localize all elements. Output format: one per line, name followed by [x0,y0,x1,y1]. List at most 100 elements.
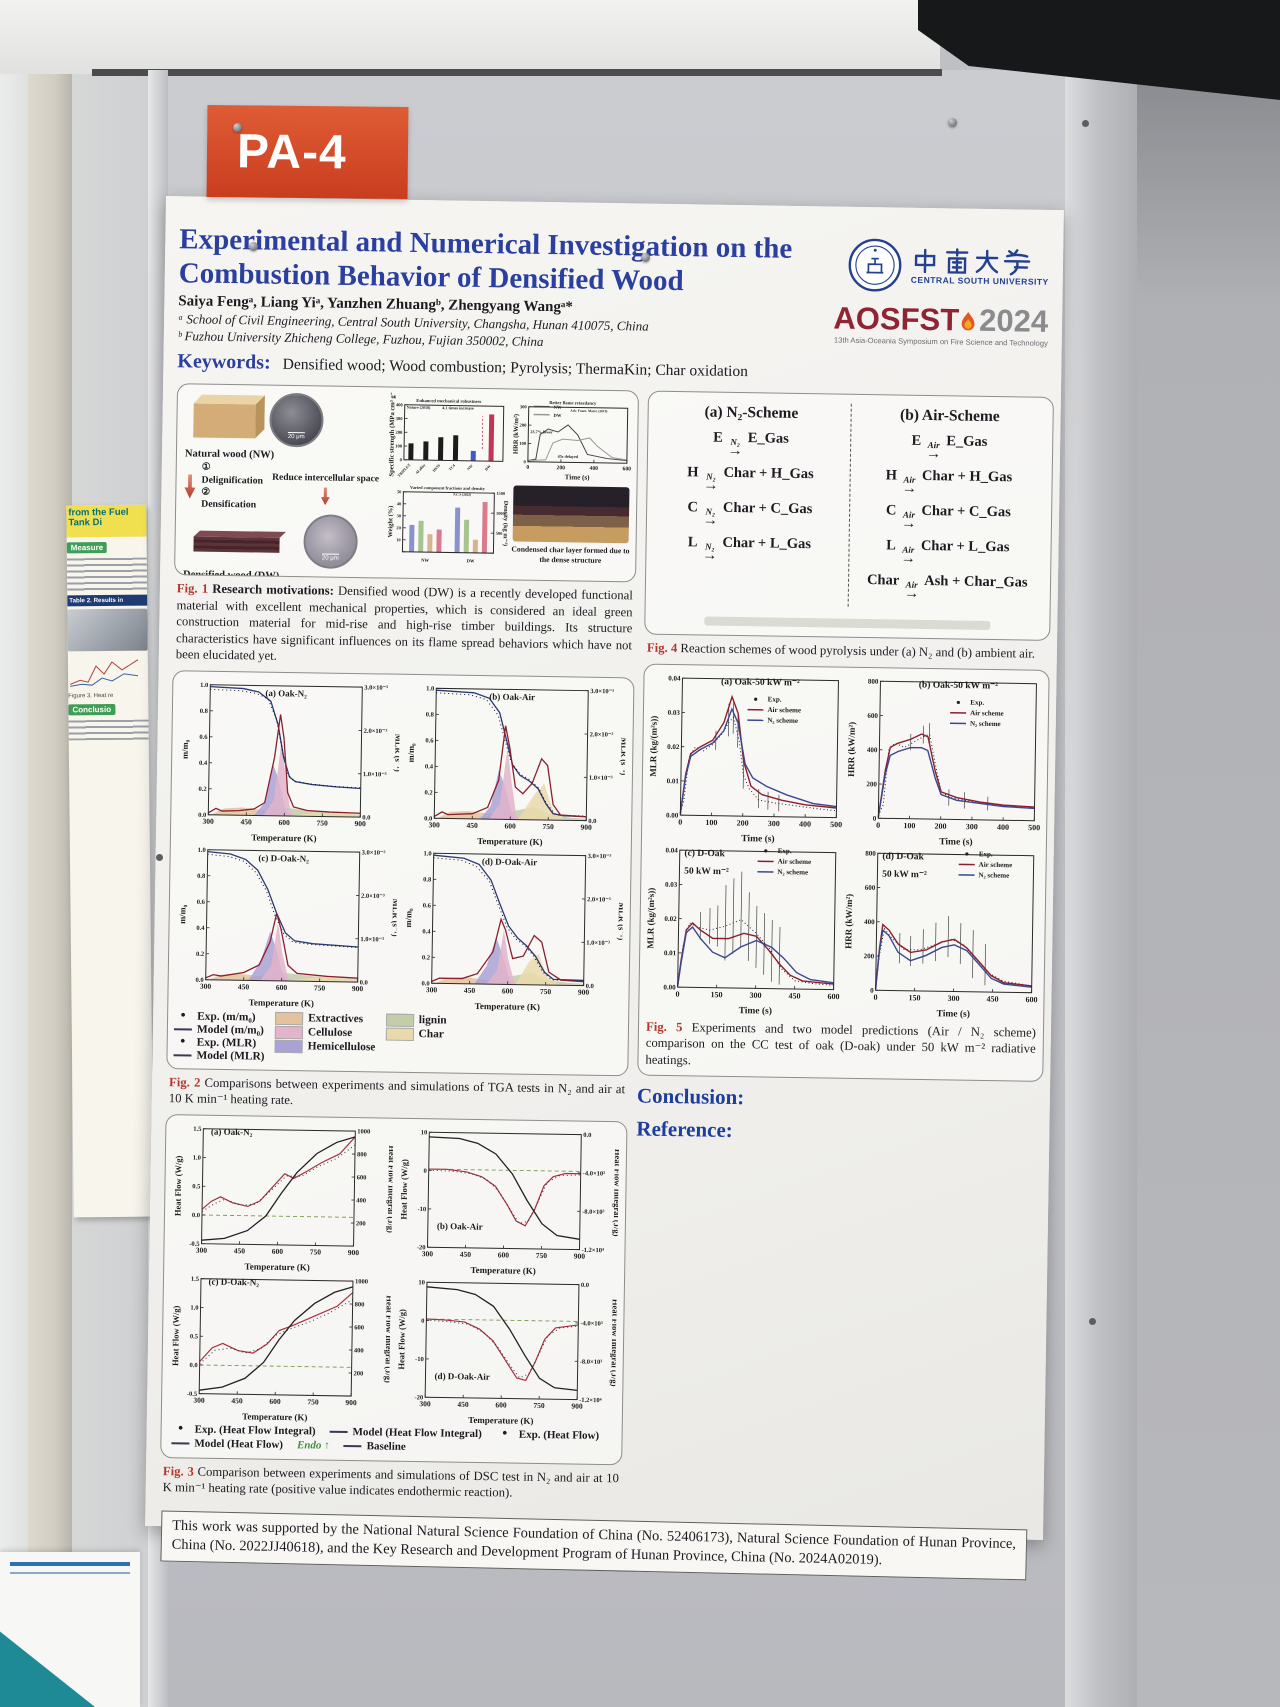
svg-text:Density (kg m⁻³): Density (kg m⁻³) [502,501,509,547]
legend-entry: Model (Heat Flow) [171,1437,283,1451]
neighbor-section-conclusion: Conclusio [68,703,116,716]
blurred-text-block [66,557,148,593]
csu-chinese-name [914,248,1031,276]
figure2-box: 300 450 600 750 900 1.0 0.8 0.6 0.4 0.2 0.0 3.0×10⁻… [166,670,635,1077]
svg-text:600: 600 [504,821,516,830]
reaction-arrow: Air → [900,545,916,568]
legend-label: Extractives [308,1012,364,1026]
legend-symbol [173,1054,192,1057]
svg-text:450: 450 [457,1400,469,1409]
sem-inset-nw: 20 μm [269,393,324,448]
svg-text:0.02: 0.02 [667,743,680,751]
svg-text:0: 0 [678,818,682,827]
svg-text:200: 200 [557,466,566,472]
svg-text:100: 100 [519,441,527,446]
svg-text:450: 450 [466,821,478,830]
svg-text:1.0: 1.0 [424,850,432,857]
svg-text:MLR (kg/(m²s)): MLR (kg/(m²s)) [645,888,656,949]
svg-text:400: 400 [997,823,1009,832]
svg-text:600: 600 [867,712,878,720]
neighbor-text-fragment [68,717,148,718]
svg-text:750: 750 [310,1247,322,1256]
neighboring-poster: from the Fuel Tank Di Measure Table 2. R… [66,504,154,1218]
svg-text:900: 900 [574,1251,586,1260]
neighbor-chart-thumbnail [69,659,139,687]
svg-text:Temperature (K): Temperature (K) [244,1261,309,1272]
neighbor-text-fragment [68,717,148,718]
svg-text:0: 0 [526,465,529,471]
legend-entry: Exp. (Heat Flow) [496,1428,600,1442]
figure1-caption: Fig. 1 Research motivations: Densified w… [175,581,633,664]
svg-text:0.0: 0.0 [192,1212,200,1219]
color-swatch [275,1011,304,1026]
fig3-panel-d: 300 450 600 750 900 10 0 -10 -20 0.0 -4.0×10³ -8.0×… [395,1274,617,1427]
svg-text:450: 450 [460,1250,472,1259]
legend-symbol [343,1444,362,1448]
svg-text:(c) D-Oak: (c) D-Oak [684,848,725,860]
svg-text:Exp.: Exp. [768,695,782,703]
svg-text:0.6: 0.6 [423,902,432,909]
decorative-line [10,1572,130,1574]
mini-chart-mechanical-robustness: TRIPLEX Al alloy HSSS TC4 NW DW 400 300 200 100 0 S… [387,393,510,481]
svg-text:450: 450 [788,991,800,1000]
neighbor-figure-caption: Figure 3. Heat re [68,692,114,700]
legend-label: Endo ↑ [296,1439,330,1452]
legend-label: lignin [418,1014,447,1027]
svg-text:900: 900 [580,823,592,832]
svg-text:600: 600 [865,884,876,892]
svg-text:(b) Oak-Air: (b) Oak-Air [437,1221,483,1232]
svg-text:Temperature (K): Temperature (K) [475,1001,540,1012]
svg-text:Heat Flow (W/g): Heat Flow (W/g) [172,1155,183,1216]
svg-text:Time (s): Time (s) [741,833,775,845]
color-swatch [385,1013,414,1027]
svg-text:0: 0 [524,460,527,465]
svg-text:Enhanced mechanical robustness: Enhanced mechanical robustness [416,398,481,404]
svg-text:0.6: 0.6 [197,899,206,906]
svg-text:DW: DW [554,413,562,418]
color-swatch [385,1027,414,1041]
svg-text:900: 900 [352,984,364,993]
svg-text:0.00: 0.00 [666,811,679,819]
reaction-equation: L N₂ → Char + L_Gas [687,534,812,564]
svg-text:750: 750 [314,983,326,992]
reaction-equation: H Air → Char + H_Gas [885,467,1013,498]
legend-swatch-entry: Cellulose [274,1025,376,1041]
bottom-left-display [0,1552,140,1707]
svg-text:1.0×10⁻³: 1.0×10⁻³ [360,936,384,943]
fig5-panel-a: 0 100 200 300 400 500 0.04 0.03 0.02 0.01 0.00 Time… [646,670,847,845]
session-badge: PA-4 [206,104,409,200]
svg-text:1000: 1000 [357,1128,370,1135]
svg-text:Heat Flow Integral (J/g): Heat Flow Integral (J/g) [612,1149,620,1237]
fig5-panel-c: 0 150 300 450 600 0.04 0.03 0.02 0.01 0.00 Time (s… [643,842,844,1017]
neighbor-text-fragment [68,717,148,718]
svg-text:0.2: 0.2 [424,789,432,796]
figure5-caption: Fig. 5 Experiments and two model predict… [645,1019,1037,1068]
neighbor-text-fragment [68,717,148,718]
svg-text:150: 150 [710,990,722,999]
svg-text:-10: -10 [415,1356,424,1363]
delignification-label: ① Delignification [201,462,264,487]
svg-text:450: 450 [231,1396,243,1405]
svg-text:23.7% lower: 23.7% lower [530,430,553,435]
svg-text:300: 300 [520,405,528,410]
legend-entry: Baseline [343,1440,406,1453]
svg-text:(c) D-Oak-N₂: (c) D-Oak-N₂ [258,853,309,864]
reaction-equation: E N₂ → E_Gas [712,430,790,460]
svg-text:0.2: 0.2 [422,954,430,961]
svg-text:300: 300 [419,1399,431,1408]
right-column: (a) N₂-Scheme E N₂ → E_Gas H N₂ → Char + H_Gas… [630,391,1054,1517]
reaction-arrow: N₂ → [703,471,719,494]
svg-text:1500: 1500 [496,491,506,496]
svg-text:50: 50 [397,490,402,495]
svg-text:DW: DW [484,464,492,472]
svg-text:(a) Oak-50 kW m⁻²: (a) Oak-50 kW m⁻² [721,676,800,688]
reaction-equation: E Air → E_Gas [911,433,988,463]
legend-entry: Model (Heat Flow Integral) [329,1426,482,1440]
svg-text:0.0: 0.0 [586,983,594,990]
legend-entry: Model (MLR) [173,1049,265,1063]
svg-text:Heat Flow Integral (J/g): Heat Flow Integral (J/g) [386,1145,394,1233]
reaction-equation: Char Air → Ash + Char_Gas [866,572,1028,603]
sem-inset-dw: 20 μm [303,514,359,570]
aosfst-wordmark: AOSFST [833,300,960,338]
natural-wood-image [193,395,265,439]
